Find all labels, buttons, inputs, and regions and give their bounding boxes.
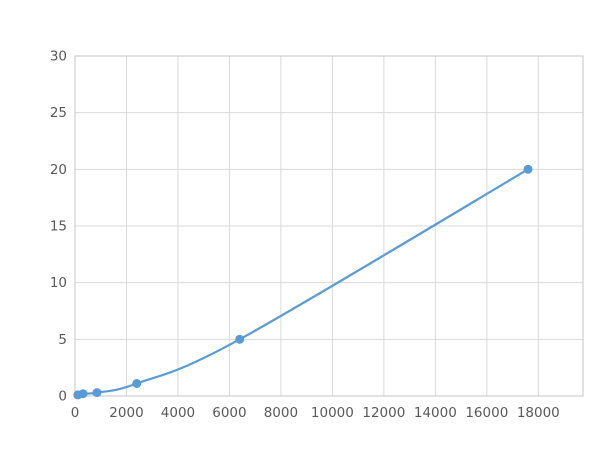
x-axis-tick-label: 18000 bbox=[517, 405, 560, 421]
data-point-marker bbox=[92, 388, 102, 398]
x-axis-tick-label: 8000 bbox=[264, 405, 298, 421]
y-axis-tick-label: 10 bbox=[50, 275, 67, 291]
x-axis-tick-label: 0 bbox=[71, 405, 80, 421]
x-axis-tick-label: 16000 bbox=[465, 405, 508, 421]
data-point-marker bbox=[78, 389, 88, 399]
data-point-marker bbox=[523, 164, 533, 174]
y-axis-tick-label: 15 bbox=[50, 219, 67, 235]
y-axis-tick-label: 25 bbox=[50, 105, 67, 121]
x-axis-tick-label: 10000 bbox=[311, 405, 354, 421]
x-axis-tick-label: 2000 bbox=[109, 405, 143, 421]
y-axis-tick-label: 30 bbox=[50, 49, 67, 65]
y-axis-tick-label: 0 bbox=[58, 389, 67, 405]
plot-border bbox=[74, 55, 584, 397]
x-axis-tick-label: 4000 bbox=[161, 405, 195, 421]
data-point-marker bbox=[132, 379, 142, 388]
x-axis-tick-label: 14000 bbox=[414, 405, 457, 421]
x-axis-tick-label: 6000 bbox=[212, 405, 246, 421]
y-axis-tick-label: 5 bbox=[58, 332, 67, 348]
data-point-marker bbox=[235, 334, 245, 344]
x-axis-tick-label: 12000 bbox=[362, 405, 405, 421]
y-axis-tick-label: 20 bbox=[50, 162, 67, 178]
